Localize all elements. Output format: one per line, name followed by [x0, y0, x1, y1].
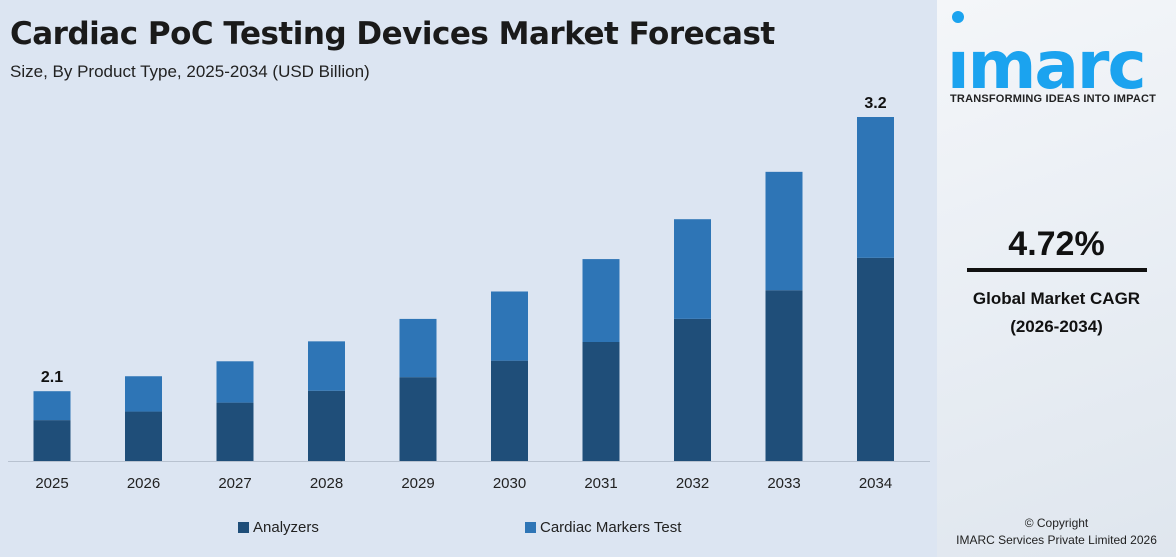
bar-cardiac-markers-2026	[125, 376, 162, 412]
bar-analyzers-2034	[857, 257, 894, 461]
bar-analyzers-2030	[491, 360, 528, 461]
chart-panel: Cardiac PoC Testing Devices Market Forec…	[8, 16, 930, 536]
legend-label: Analyzers	[253, 519, 319, 536]
bar-analyzers-2031	[582, 342, 620, 461]
legend-swatch	[238, 522, 249, 533]
legend-swatch	[525, 522, 536, 533]
x-tick-label: 2030	[493, 475, 526, 492]
data-label: 2.1	[41, 369, 63, 386]
svg-text:ımarc: ımarc	[947, 27, 1145, 93]
cagr-label: Global Market CAGR (2026-2034)	[937, 285, 1176, 341]
imarc-logo: ımarc	[947, 11, 1147, 93]
x-tick-label: 2025	[35, 475, 68, 492]
x-tick-label: 2032	[676, 475, 709, 492]
legend-item-cardiac-markers: Cardiac Markers Test	[525, 519, 681, 536]
bar-cardiac-markers-2027	[216, 361, 254, 403]
bar-cardiac-markers-2030	[491, 291, 528, 361]
bar-chart: 2025 2.1 2026 2027 2028 2029 2030 2031 2032 2033 2…	[8, 95, 930, 492]
chart-subtitle: Size, By Product Type, 2025-2034 (USD Bi…	[10, 62, 370, 81]
copyright: © Copyright IMARC Services Private Limit…	[937, 515, 1176, 549]
bar-analyzers-2028	[308, 390, 345, 461]
bar-analyzers-2032	[674, 318, 711, 461]
bar-cardiac-markers-2031	[582, 259, 620, 343]
legend-label: Cardiac Markers Test	[540, 519, 682, 536]
copyright-owner: IMARC Services Private Limited 2026	[956, 533, 1157, 547]
x-tick-label: 2029	[401, 475, 434, 492]
cagr-label-text: Global Market CAGR	[972, 289, 1141, 308]
x-tick-label: 2028	[310, 475, 343, 492]
bar-analyzers-2027	[216, 402, 254, 461]
info-panel: ımarc TRANSFORMING IDEAS INTO IMPACT 4.7…	[937, 0, 1176, 557]
data-label: 3.2	[864, 95, 886, 112]
cagr-period: (2026-2034)	[1010, 317, 1103, 336]
bar-cardiac-markers-2029	[399, 318, 437, 378]
bar-cardiac-markers-2034	[857, 117, 894, 258]
bar-analyzers-2026	[125, 411, 162, 461]
tagline: TRANSFORMING IDEAS INTO IMPACT	[950, 93, 1157, 105]
x-tick-label: 2034	[859, 475, 892, 492]
divider	[967, 268, 1147, 272]
x-tick-label: 2026	[127, 475, 160, 492]
x-tick-label: 2031	[584, 475, 617, 492]
bar-cardiac-markers-2025	[33, 391, 71, 421]
chart-title: Cardiac PoC Testing Devices Market Forec…	[10, 16, 775, 52]
legend-item-analyzers: Analyzers	[238, 519, 319, 536]
bar-analyzers-2025	[33, 420, 71, 461]
bar-analyzers-2029	[399, 377, 437, 461]
bar-cardiac-markers-2032	[674, 219, 711, 319]
copyright-text: © Copyright	[1024, 516, 1089, 530]
x-tick-label: 2027	[218, 475, 251, 492]
bar-analyzers-2033	[765, 290, 803, 461]
x-tick-label: 2033	[767, 475, 800, 492]
bar-cardiac-markers-2033	[765, 171, 803, 291]
cagr-value: 4.72%	[1008, 225, 1105, 263]
bar-cardiac-markers-2028	[308, 341, 345, 391]
